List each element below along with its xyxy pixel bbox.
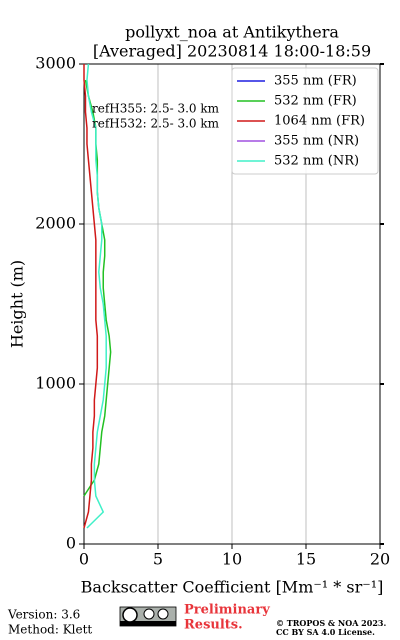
y-tick-label: 3000	[35, 54, 76, 73]
y-axis-label: Height (m)	[8, 260, 27, 348]
legend-label: 1064 nm (FR)	[274, 114, 365, 129]
copyright: © TROPOS & NOA 2023.	[276, 618, 386, 628]
profile-line	[86, 63, 107, 529]
license-logo	[119, 606, 177, 627]
x-axis-label: Backscatter Coefficient [Mm⁻¹ * sr⁻¹]	[81, 578, 384, 597]
y-tick-label: 1000	[35, 374, 76, 393]
x-tick-label: 0	[79, 550, 89, 569]
legend-label: 532 nm (FR)	[274, 94, 357, 109]
preliminary: Results.	[184, 618, 243, 633]
legend-label: 532 nm (NR)	[274, 154, 359, 169]
y-tick-label: 0	[66, 534, 76, 553]
plot-frame	[83, 63, 381, 545]
method: Method: Klett	[8, 623, 92, 637]
annotation: refH355: 2.5- 3.0 km	[92, 102, 220, 116]
x-tick-label: 15	[296, 550, 316, 569]
legend-label: 355 nm (FR)	[274, 74, 357, 89]
chart-subtitle: [Averaged] 20230814 18:00-18:59	[93, 42, 371, 61]
legend-label: 355 nm (NR)	[274, 134, 359, 149]
version: Version: 3.6	[7, 608, 80, 622]
annotation: refH532: 2.5- 3.0 km	[92, 117, 220, 131]
legend-box	[231, 67, 379, 175]
x-tick-label: 10	[222, 550, 242, 569]
x-tick-label: 5	[153, 550, 163, 569]
chart-title: pollyxt_noa at Antikythera	[125, 23, 339, 42]
copyright: CC BY SA 4.0 License.	[276, 627, 375, 637]
y-tick-label: 2000	[35, 214, 76, 233]
profile-line	[83, 64, 99, 529]
preliminary: Preliminary	[184, 603, 270, 618]
x-tick-label: 20	[370, 550, 390, 569]
